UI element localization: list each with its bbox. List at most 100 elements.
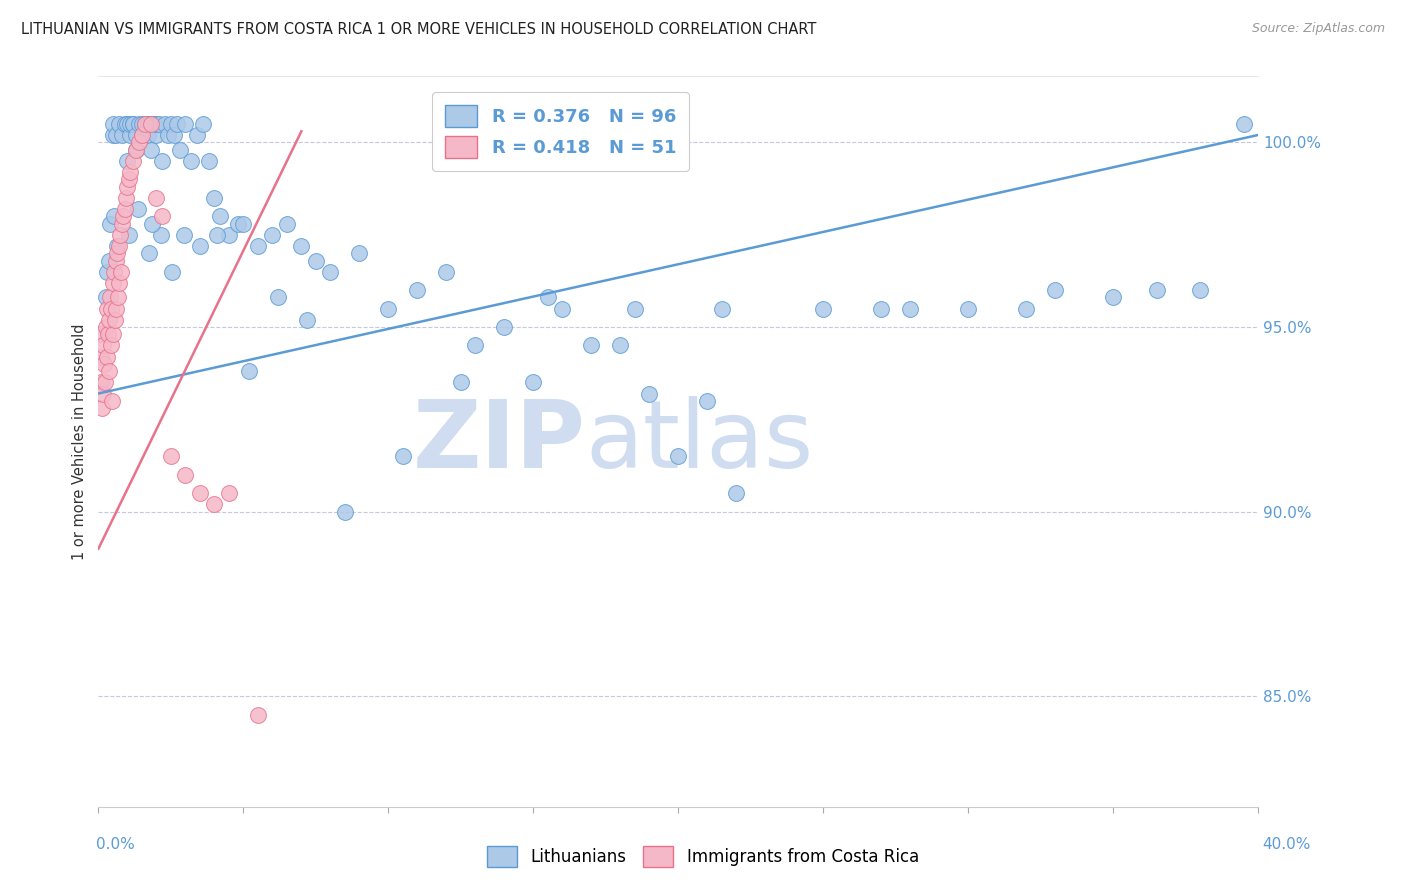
Point — [145, 191, 167, 205]
Point — [120, 128, 142, 142]
Point — [89, 327, 111, 342]
Point — [349, 246, 371, 260]
Point — [138, 246, 160, 260]
Point — [141, 217, 163, 231]
Point — [127, 202, 149, 216]
Point — [204, 497, 226, 511]
Point — [94, 290, 117, 304]
Point — [188, 486, 211, 500]
Point — [166, 117, 188, 131]
Point — [173, 227, 195, 242]
Point — [139, 143, 162, 157]
Point — [153, 117, 176, 131]
Point — [174, 117, 197, 131]
Point — [134, 117, 156, 131]
Point — [125, 143, 148, 157]
Point — [115, 191, 138, 205]
Point — [290, 239, 312, 253]
Point — [710, 301, 733, 316]
Point — [108, 276, 131, 290]
Point — [624, 301, 647, 316]
Point — [494, 320, 516, 334]
Point — [186, 128, 208, 142]
Point — [406, 283, 429, 297]
Point — [218, 486, 240, 500]
Point — [160, 450, 183, 464]
Point — [96, 350, 118, 364]
Point — [96, 264, 118, 278]
Point — [267, 290, 290, 304]
Point — [128, 117, 150, 131]
Point — [100, 338, 122, 352]
Point — [522, 376, 544, 390]
Y-axis label: 1 or more Vehicles in Household: 1 or more Vehicles in Household — [72, 323, 87, 560]
Point — [957, 301, 980, 316]
Text: Source: ZipAtlas.com: Source: ZipAtlas.com — [1251, 22, 1385, 36]
Point — [188, 239, 211, 253]
Point — [103, 264, 125, 278]
Point — [537, 290, 560, 304]
Point — [122, 153, 145, 168]
Point — [107, 117, 129, 131]
Point — [191, 117, 214, 131]
Point — [1189, 283, 1212, 297]
Point — [204, 191, 226, 205]
Point — [163, 128, 186, 142]
Point — [209, 209, 232, 223]
Point — [104, 253, 127, 268]
Point — [246, 707, 269, 722]
Point — [142, 117, 165, 131]
Point — [139, 117, 162, 131]
Point — [117, 179, 139, 194]
Point — [117, 117, 139, 131]
Point — [96, 301, 118, 316]
Point — [436, 264, 458, 278]
Point — [125, 128, 148, 142]
Point — [90, 350, 112, 364]
Point — [131, 128, 153, 142]
Text: 40.0%: 40.0% — [1263, 838, 1310, 852]
Point — [160, 117, 183, 131]
Point — [1045, 283, 1067, 297]
Point — [276, 217, 298, 231]
Point — [91, 338, 114, 352]
Point — [118, 227, 141, 242]
Point — [90, 376, 112, 390]
Point — [105, 239, 128, 253]
Point — [110, 264, 132, 278]
Point — [1102, 290, 1125, 304]
Point — [149, 227, 172, 242]
Point — [134, 117, 156, 131]
Point — [107, 290, 129, 304]
Point — [581, 338, 603, 352]
Point — [297, 312, 319, 326]
Point — [97, 312, 120, 326]
Point — [114, 202, 136, 216]
Point — [450, 376, 472, 390]
Point — [101, 128, 124, 142]
Point — [131, 128, 153, 142]
Point — [696, 393, 718, 408]
Text: ZIP: ZIP — [413, 395, 585, 488]
Point — [136, 117, 159, 131]
Point — [725, 486, 748, 500]
Point — [114, 117, 136, 131]
Point — [104, 128, 127, 142]
Point — [122, 117, 145, 131]
Point — [107, 239, 129, 253]
Point — [122, 117, 145, 131]
Point — [120, 165, 142, 179]
Point — [97, 327, 120, 342]
Point — [117, 153, 139, 168]
Point — [218, 227, 240, 242]
Point — [108, 227, 131, 242]
Point — [319, 264, 342, 278]
Point — [238, 364, 260, 378]
Point — [136, 128, 159, 142]
Point — [90, 401, 112, 416]
Point — [105, 301, 128, 316]
Point — [392, 450, 415, 464]
Point — [551, 301, 574, 316]
Point — [111, 128, 132, 142]
Legend: Lithuanians, Immigrants from Costa Rica: Lithuanians, Immigrants from Costa Rica — [477, 836, 929, 877]
